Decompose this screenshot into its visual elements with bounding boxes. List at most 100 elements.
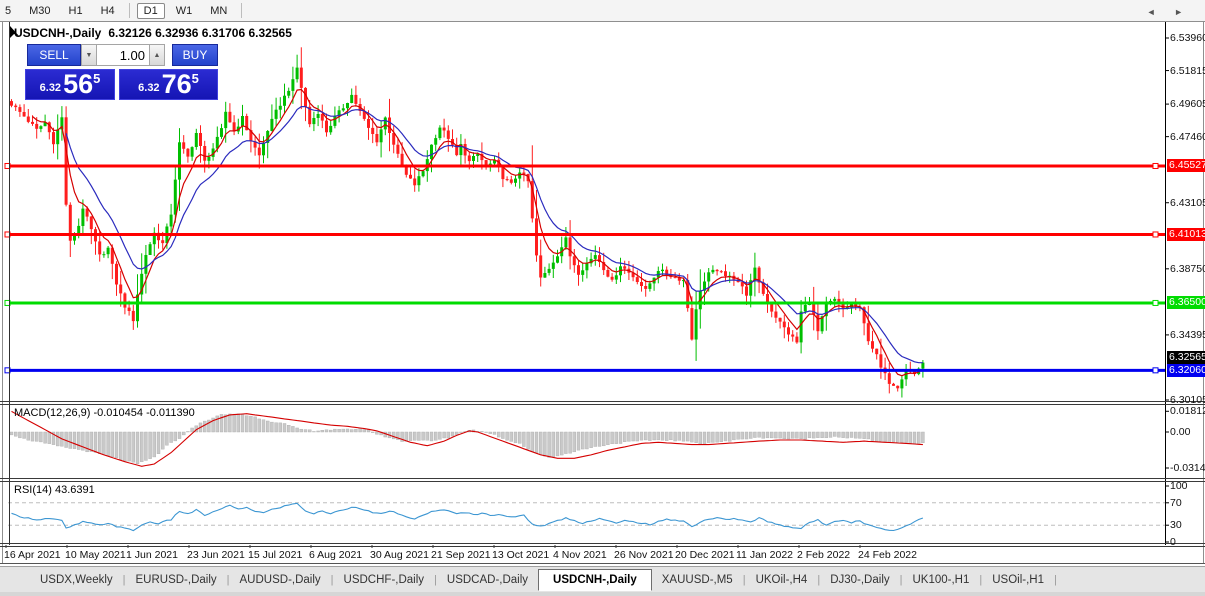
one-click-trade-panel: SELL ▼ ▲ BUY 6.32 56 5 6.32 76 5	[25, 44, 218, 100]
macd-signal-line	[11, 410, 923, 467]
volume-input[interactable]	[97, 44, 149, 66]
tab-dj30-daily[interactable]: DJ30-,Daily	[830, 573, 890, 586]
volume-decrease-button[interactable]: ▼	[81, 44, 97, 66]
date-axis-label: 6 Aug 2021	[309, 549, 363, 561]
date-axis-label: 23 Jun 2021	[187, 549, 245, 561]
price-axis-label: 6.53960	[1170, 32, 1205, 44]
ma-slow-line[interactable]	[65, 105, 923, 364]
tab-separator: |	[899, 573, 903, 586]
date-axis-label: 30 Aug 2021	[370, 549, 429, 561]
price-axis-label: 6.51815	[1170, 64, 1205, 77]
toolbar-separator	[241, 3, 243, 18]
date-axis-label: 26 Nov 2021	[614, 549, 674, 561]
sell-button[interactable]: SELL	[27, 44, 81, 66]
tab-usdcnh-daily[interactable]: USDCNH-,Daily	[538, 568, 652, 591]
date-axis-label: 16 Apr 2021	[4, 549, 61, 561]
tab-separator: |	[330, 573, 334, 586]
timeframe-button-MN[interactable]: MN	[210, 4, 228, 17]
chart-symbol-icon	[10, 26, 19, 38]
rsi-axis-label: 70	[1170, 496, 1182, 509]
arrow-down-icon: ▼	[85, 51, 93, 59]
timeframe-toolbar: 5 M30 H1 H4 D1 W1 MN	[0, 0, 1205, 22]
tab-eurusd-daily[interactable]: EURUSD-,Daily	[135, 573, 217, 586]
date-axis-label: 15 Jul 2021	[248, 549, 303, 561]
date-axis-label: 2 Feb 2022	[797, 549, 851, 561]
chart-tabs: USDX,Weekly | EURUSD-,Daily | AUDUSD-,Daily |…	[30, 568, 1057, 591]
panel-separator	[0, 543, 1205, 544]
tab-usdchf-daily[interactable]: USDCHF-,Daily	[343, 573, 425, 586]
timeframe-button-H1[interactable]: H1	[68, 4, 83, 17]
horizontal-lines[interactable]	[4, 162, 1165, 374]
window-frame-top	[0, 21, 1205, 22]
timeframe-button-D1[interactable]: D1	[136, 2, 165, 19]
tab-audusd-daily[interactable]: AUDUSD-,Daily	[239, 573, 321, 586]
buy-price-prefix: 6.32	[138, 82, 160, 94]
panel-separator[interactable]	[0, 404, 1205, 405]
window-frame-right	[1203, 22, 1204, 563]
date-axis-label: 4 Nov 2021	[553, 549, 607, 561]
ma-fast-line[interactable]	[32, 88, 924, 377]
level-price-badge: 6.36500	[1167, 296, 1205, 310]
tab-usdcad-daily[interactable]: USDCAD-,Daily	[446, 573, 529, 586]
panel-separator[interactable]	[0, 481, 1205, 482]
rsi-line	[11, 502, 924, 532]
macd-label: MACD(12,26,9) -0.010454 -0.011390	[14, 407, 195, 419]
sell-price-box[interactable]: 6.32 56 5	[25, 69, 115, 100]
window-frame-bottom	[0, 563, 1205, 564]
rsi-axis-label: 0	[1170, 536, 1176, 548]
timeframe-button-H4[interactable]: H4	[100, 4, 115, 17]
rsi-axis-label: 30	[1170, 519, 1182, 532]
tab-usdx-weekly[interactable]: USDX,Weekly	[40, 573, 113, 586]
rsi-label: RSI(14) 43.6391	[14, 484, 95, 496]
tabs-scroll-left-button[interactable]: ◄	[1146, 7, 1164, 17]
plot-frame-left	[9, 22, 10, 545]
macd-axis-label: 0.018129	[1170, 405, 1205, 418]
tab-separator: |	[226, 573, 230, 586]
chart-tab-bar: USDX,Weekly | EURUSD-,Daily | AUDUSD-,Daily |…	[0, 566, 1205, 592]
window-frame-left	[2, 22, 3, 563]
chart-symbol-label: USDCNH-,Daily	[14, 26, 102, 40]
price-axis-label: 6.34395	[1170, 328, 1205, 341]
tab-usoil-h1[interactable]: USOil-,H1	[992, 573, 1044, 586]
panel-separator	[0, 545, 1205, 547]
tab-separator: |	[434, 573, 437, 586]
chart-title: USDCNH-,Daily 6.32126 6.32936 6.31706 6.…	[10, 26, 292, 40]
timeframe-button-M30[interactable]: M30	[29, 4, 51, 17]
buy-price-box[interactable]: 6.32 76 5	[119, 69, 218, 100]
tab-scroll-arrows: ◄ ►	[1147, 7, 1191, 17]
tab-separator: |	[122, 573, 126, 586]
date-axis-label: 24 Feb 2022	[858, 549, 917, 561]
timeframe-button-5[interactable]: 5	[5, 4, 12, 17]
volume-increase-button[interactable]: ▲	[149, 44, 165, 66]
tabs-scroll-right-button[interactable]: ►	[1174, 7, 1191, 17]
sell-price-sup: 5	[93, 71, 101, 86]
status-strip	[0, 592, 1205, 596]
tab-separator: |	[979, 573, 983, 586]
macd-axis-label: 0.00	[1170, 426, 1191, 438]
macd-axis-label: -0.031495	[1170, 461, 1205, 474]
price-axis-line[interactable]	[1165, 22, 1166, 545]
date-axis-label: 13 Oct 2021	[492, 549, 550, 561]
price-axis-label: 6.49605	[1170, 98, 1205, 111]
panel-separator[interactable]	[0, 401, 1205, 402]
toolbar-separator	[128, 3, 130, 18]
timeframe-button-W1[interactable]: W1	[175, 4, 193, 17]
axis-ticks	[5, 37, 1169, 548]
panel-separator[interactable]	[0, 478, 1205, 479]
price-axis-label: 6.38750	[1170, 262, 1205, 275]
sell-price-prefix: 6.32	[39, 82, 62, 94]
price-axis-label: 6.43105	[1170, 196, 1205, 209]
current-price-badge: 6.32565	[1167, 351, 1205, 364]
rsi-level-lines	[8, 502, 1165, 526]
tab-separator: |	[742, 573, 746, 586]
buy-button[interactable]: BUY	[172, 44, 218, 66]
tab-ukoil-h4[interactable]: UKOil-,H4	[755, 573, 808, 586]
tab-xauusd-m5[interactable]: XAUUSD-,M5	[661, 573, 733, 586]
tab-separator: |	[1054, 573, 1057, 586]
tab-uk100-h1[interactable]: UK100-,H1	[912, 573, 970, 586]
date-axis-label: 20 Dec 2021	[675, 549, 735, 561]
arrow-up-icon: ▲	[153, 51, 161, 59]
sell-price-big: 56	[63, 69, 94, 99]
